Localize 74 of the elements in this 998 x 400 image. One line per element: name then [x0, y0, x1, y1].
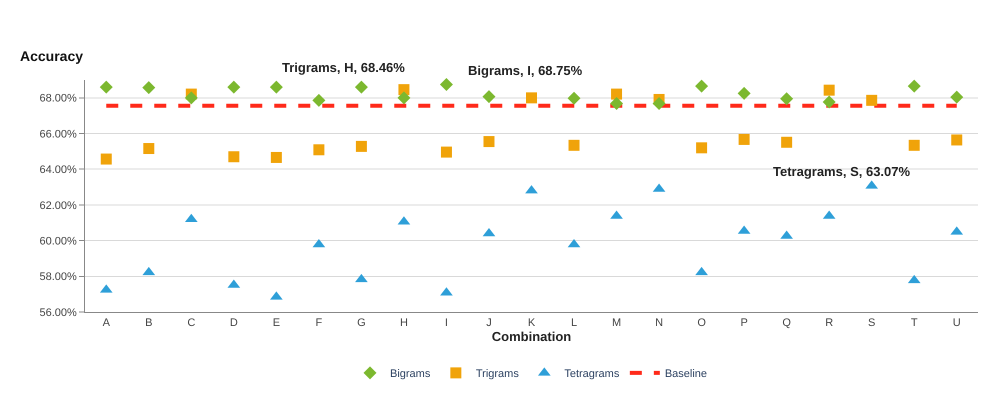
- point: [184, 91, 198, 104]
- point: [313, 144, 324, 156]
- point: [100, 154, 112, 165]
- x-tick-label: H: [400, 317, 408, 330]
- x-tick-label: G: [357, 317, 366, 330]
- point: [270, 152, 282, 163]
- y-tick-label: 68.00%: [39, 92, 78, 105]
- legend-label: Trigrams: [476, 368, 520, 380]
- point: [950, 90, 964, 104]
- legend-label: Baseline: [664, 368, 708, 380]
- point: [780, 92, 794, 106]
- x-tick-label: C: [187, 317, 196, 330]
- y-tick-label: 66.00%: [39, 128, 78, 140]
- point: [440, 78, 453, 91]
- point: [822, 95, 836, 108]
- point: [143, 143, 154, 154]
- x-tick-label: N: [655, 317, 664, 330]
- legend-label: Tetragrams: [564, 368, 620, 380]
- y-tick-label: 62.00%: [39, 200, 78, 212]
- point: [270, 80, 283, 94]
- x-tick-label: Q: [782, 317, 792, 330]
- x-tick-label: M: [612, 317, 622, 330]
- point: [568, 140, 580, 151]
- point: [695, 80, 708, 93]
- point: [696, 142, 708, 154]
- x-tick-label: D: [230, 317, 238, 330]
- x-tick-label: S: [868, 317, 876, 330]
- point: [568, 92, 581, 105]
- point: [100, 80, 113, 94]
- y-tick-label: 60.00%: [39, 235, 78, 248]
- x-tick-label: A: [102, 317, 111, 330]
- point: [526, 92, 537, 104]
- y-axis-title: Accuracy: [20, 48, 84, 64]
- point: [652, 97, 666, 110]
- point: [610, 97, 624, 110]
- point: [781, 136, 792, 148]
- y-tick-label: 58.00%: [39, 271, 78, 284]
- point: [611, 88, 622, 100]
- x-tick-label: F: [316, 317, 323, 330]
- x-axis-title: Combination: [492, 329, 572, 344]
- point: [354, 80, 368, 94]
- x-tick-label: O: [697, 317, 706, 330]
- annotation: Bigrams, I, 68.75%: [468, 63, 583, 78]
- point: [482, 90, 496, 104]
- point: [738, 134, 750, 145]
- annotation: Trigrams, H, 68.46%: [282, 60, 406, 75]
- x-tick-label: I: [444, 317, 448, 330]
- point: [356, 140, 367, 152]
- x-tick-label: B: [145, 317, 152, 330]
- x-tick-label: K: [528, 317, 536, 330]
- point: [908, 140, 920, 151]
- point: [824, 84, 835, 96]
- point: [440, 146, 452, 158]
- point: [483, 136, 494, 148]
- x-tick-label: T: [910, 317, 918, 330]
- x-tick-label: L: [570, 317, 578, 330]
- point: [397, 91, 410, 104]
- x-tick-label: E: [272, 317, 280, 330]
- point: [738, 86, 751, 100]
- x-tick-label: R: [825, 317, 834, 330]
- point: [908, 80, 921, 93]
- x-tick-label: U: [952, 317, 961, 330]
- annotation: Tetragrams, S, 63.07%: [773, 164, 910, 179]
- point: [312, 94, 326, 107]
- y-tick-label: 56.00%: [39, 306, 78, 319]
- x-tick-label: J: [486, 317, 492, 330]
- point: [142, 81, 156, 94]
- legend-label: Bigrams: [390, 368, 431, 380]
- y-tick-label: 64.00%: [39, 164, 78, 176]
- point: [227, 80, 240, 94]
- point: [866, 94, 878, 106]
- x-tick-label: P: [740, 317, 748, 330]
- point: [951, 134, 962, 146]
- point: [228, 151, 240, 162]
